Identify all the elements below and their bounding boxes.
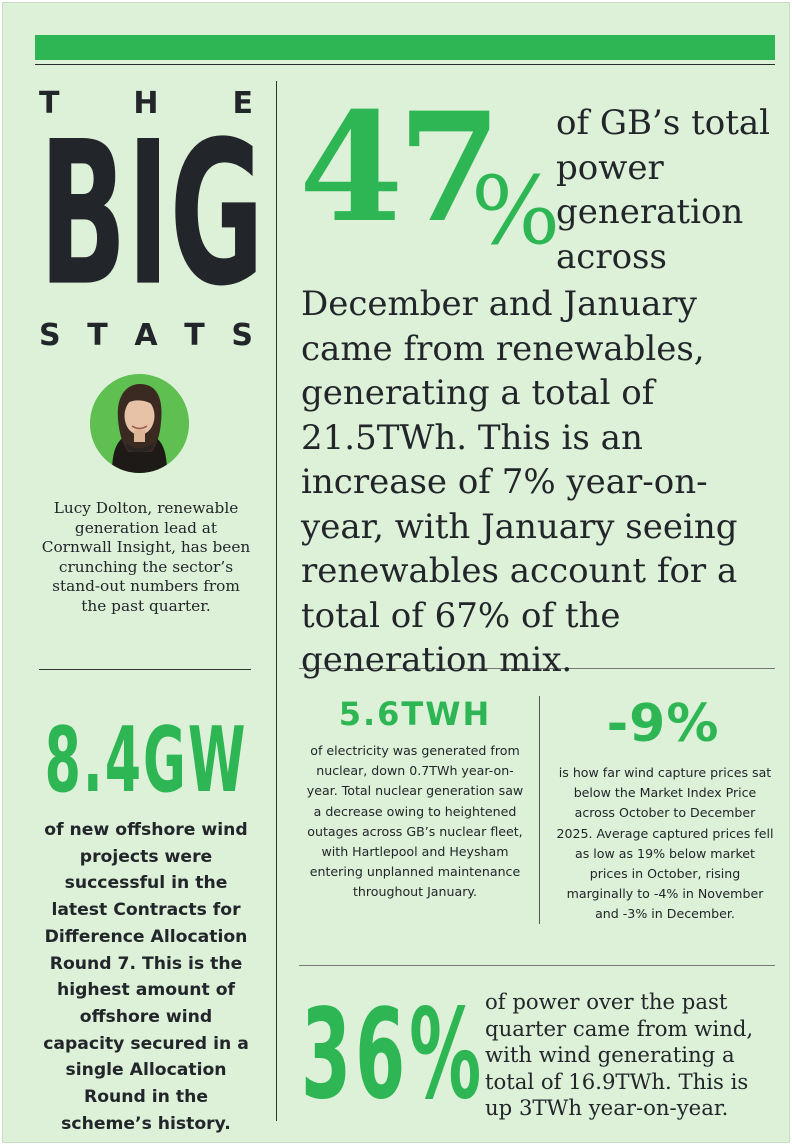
wind-stat-text: of power over the past quarter came from… xyxy=(485,989,754,1120)
title-letter: T xyxy=(87,318,108,353)
title-letter: E xyxy=(232,86,253,121)
title-letter: G xyxy=(169,99,265,331)
title-letter: B xyxy=(39,99,127,331)
title-letter: S xyxy=(231,318,253,353)
top-rule xyxy=(35,64,775,65)
title-the: T H E xyxy=(39,89,253,119)
right-rule-upper xyxy=(299,668,775,669)
right-rule-lower xyxy=(299,965,775,966)
title-letter: H xyxy=(133,86,159,121)
column-divider xyxy=(276,81,277,1121)
title-letter: I xyxy=(126,99,170,331)
main-stat-side-text: of GB’s total power generation across xyxy=(556,103,771,277)
title-big: B I G xyxy=(39,99,264,331)
wind-stat-value: 36% xyxy=(301,982,486,1127)
capture-stat-value: -9% xyxy=(606,694,720,754)
main-stat-text: December and January came from renewable… xyxy=(301,284,738,680)
main-stat-value: 47 xyxy=(299,80,502,256)
author-avatar xyxy=(90,374,189,473)
nuclear-stat-value: 5.6TWH xyxy=(338,695,492,733)
offshore-stat-value: 8.4GW xyxy=(44,707,248,813)
offshore-stat-text: of new offshore wind projects were succe… xyxy=(43,820,249,1134)
title-letter: A xyxy=(134,318,158,353)
title-stats: S T A T S xyxy=(39,321,253,351)
nuclear-stat-text: of electricity was generated from nuclea… xyxy=(306,743,524,900)
left-rule xyxy=(39,669,251,670)
title-letter: T xyxy=(184,318,205,353)
title-letter: S xyxy=(39,318,61,353)
title-letter: T xyxy=(39,86,60,121)
author-bio: Lucy Dolton, renewable generation lead a… xyxy=(41,499,251,615)
author-portrait-icon xyxy=(90,374,189,473)
main-stat-unit: % xyxy=(471,157,561,266)
stats-divider xyxy=(539,696,540,924)
capture-stat-text: is how far wind capture prices sat below… xyxy=(556,765,774,922)
top-accent-bar xyxy=(35,35,775,60)
